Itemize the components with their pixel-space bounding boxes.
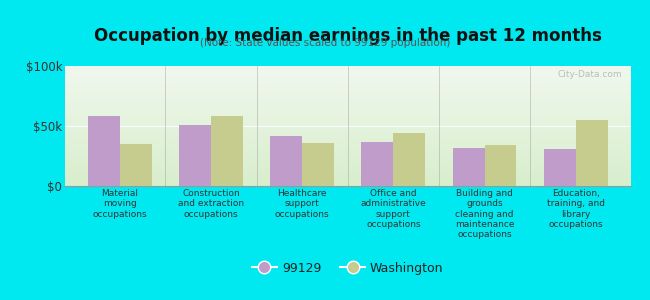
Bar (88, 116, 120, 186)
Bar (179, 125, 211, 186)
Bar (361, 142, 393, 186)
Bar (120, 144, 151, 186)
Legend: 99129, Washington: 99129, Washington (247, 256, 448, 280)
Text: City-Data.com: City-Data.com (558, 70, 622, 79)
Text: (Note: State values scaled to 99129 population): (Note: State values scaled to 99129 popu… (200, 38, 450, 47)
Bar (211, 116, 243, 186)
Bar (484, 145, 517, 186)
Bar (452, 148, 484, 186)
Bar (576, 120, 608, 186)
Bar (302, 143, 334, 186)
Bar (544, 149, 576, 186)
Bar (270, 136, 302, 186)
Bar (393, 133, 425, 186)
Title: Occupation by median earnings in the past 12 months: Occupation by median earnings in the pas… (94, 27, 602, 45)
